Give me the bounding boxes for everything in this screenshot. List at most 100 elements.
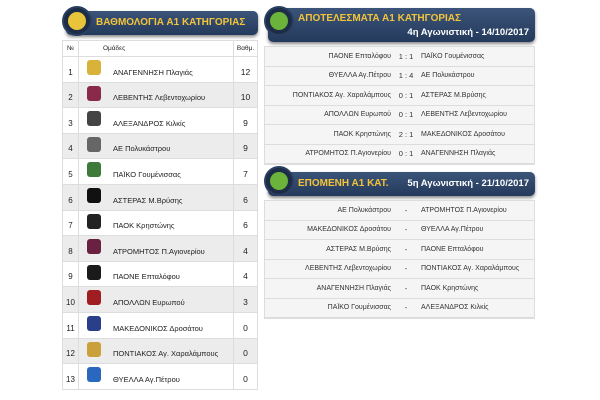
- team-name[interactable]: ΠΟΝΤΙΑΚΟΣ Αγ. Χαραλάμπους: [113, 349, 219, 359]
- team-name[interactable]: ΜΑΚΕΔΟΝΙΚΟΣ Δροσάτου: [113, 323, 203, 333]
- standings-header: ΒΑΘΜΟΛΟΓΙΑ Α1 ΚΑΤΗΓΟΡΙΑΣ: [66, 11, 258, 35]
- score: 0 : 1: [398, 90, 414, 100]
- team-logo-icon: [87, 341, 101, 357]
- team-logo-icon: [87, 213, 101, 229]
- team-name[interactable]: ΠΑΪΚΟ Γουμένισσας: [113, 169, 181, 179]
- team-name[interactable]: ΠΑΟΝΕ Επταλόφου: [113, 272, 180, 282]
- table-row: 11 ΜΑΚΕΔΟΝΙΚΟΣ Δροσάτου 0: [62, 311, 258, 339]
- table-row: 3 ΑΛΕΞΑΝΔΡΟΣ Κιλκίς 9: [62, 107, 258, 134]
- points: 0: [233, 311, 258, 339]
- next-title: ΕΠΟΜΕΝΗ Α1 ΚΑΤ.: [298, 178, 389, 189]
- team-cell: ΠΑΪΚΟ Γουμένισσας: [78, 158, 234, 185]
- position: 6: [62, 183, 79, 211]
- col-pts: Βαθμ.: [233, 40, 258, 57]
- away-team: ΠΑΟΚ Κρηστώνης: [421, 284, 479, 292]
- team-name[interactable]: ΑΠΟΛΛΩΝ Ευρωπού: [113, 297, 185, 307]
- team-name[interactable]: ΑΕ Πολυκάστρου: [113, 144, 171, 154]
- home-team: ΑΣΤΕΡΑΣ Μ.Βρύσης: [326, 245, 391, 253]
- away-team: ΠΑΟΝΕ Επταλόφου: [421, 245, 484, 253]
- team-name[interactable]: ΑΛΕΞΑΝΔΡΟΣ Κιλκίς: [113, 118, 186, 128]
- score: -: [404, 264, 408, 274]
- team-logo-icon: [87, 85, 101, 101]
- notebook-icon: [264, 166, 294, 196]
- points: 9: [233, 132, 258, 160]
- match-row: ΘΥΕΛΛΑ Αγ.Πέτρου 1 : 4 ΑΕ Πολυκάστρου: [265, 66, 534, 86]
- points: 7: [233, 158, 258, 185]
- match-row: ΜΑΚΕΔΟΝΙΚΟΣ Δροσάτου - ΘΥΕΛΛΑ Αγ.Πέτρου: [265, 220, 534, 240]
- score: -: [404, 244, 408, 254]
- table-row: 2 ΛΕΒΕΝΤΗΣ Λεβεντοχωρίου 10: [62, 81, 258, 109]
- team-name[interactable]: ΑΤΡΟΜΗΤΟΣ Π.Αγιονερίου: [113, 246, 205, 256]
- score: -: [404, 225, 408, 235]
- points: 4: [233, 260, 258, 288]
- match-row: ΑΠΟΛΛΩΝ Ευρωπού 0 : 1 ΛΕΒΕΝΤΗΣ Λεβεντοχωρί…: [265, 105, 534, 125]
- home-team: ΠΑΟΝΕ Επταλόφου: [328, 52, 391, 60]
- team-name[interactable]: ΘΥΕΛΛΑ Αγ.Πέτρου: [113, 374, 180, 384]
- away-team: ΠΟΝΤΙΑΚΟΣ Αγ. Χαραλάμπους: [421, 265, 520, 273]
- match-row: ΠΑΟΝΕ Επταλόφου 1 : 1 ΠΑΪΚΟ Γουμένισσας: [265, 47, 534, 67]
- points: 4: [233, 235, 258, 262]
- team-name[interactable]: ΠΑΟΚ Κρηστώνης: [113, 221, 175, 231]
- away-team: ΠΑΪΚΟ Γουμένισσας: [421, 52, 485, 60]
- home-team: ΠΑΟΚ Κρηστώνης: [333, 130, 391, 138]
- team-logo-icon: [87, 136, 101, 152]
- team-cell: ΠΑΟΝΕ Επταλόφου: [78, 260, 234, 288]
- position: 4: [62, 132, 79, 160]
- results-header: ΑΠΟΤΕΛΕΣΜΑΤΑ Α1 ΚΑΤΗΓΟΡΙΑΣ 4η Αγωνιστική…: [268, 8, 535, 42]
- table-row: 6 ΑΣΤΕΡΑΣ Μ.Βρύσης 6: [62, 183, 258, 211]
- team-name[interactable]: ΑΣΤΕΡΑΣ Μ.Βρύσης: [113, 195, 183, 205]
- position: 3: [62, 107, 79, 134]
- home-team: ΛΕΒΕΝΤΗΣ Λεβεντοχωρίου: [305, 265, 391, 273]
- col-team: Ομάδες: [78, 40, 234, 57]
- points: 12: [233, 56, 258, 83]
- match-row: ΑΤΡΟΜΗΤΟΣ Π.Αγιονερίου 0 : 1 ΑΝΑΓΕΝΝΗΣΗ Πλ…: [265, 144, 534, 164]
- away-team: ΛΕΒΕΝΤΗΣ Λεβεντοχωρίου: [421, 111, 507, 119]
- team-logo-icon: [87, 367, 101, 383]
- position: 2: [62, 81, 79, 109]
- position: 10: [62, 286, 79, 313]
- team-name[interactable]: ΑΝΑΓΕΝΝΗΣΗ Πλαγιάς: [113, 67, 193, 77]
- position: 7: [62, 209, 79, 237]
- away-team: ΑΣΤΕΡΑΣ Μ.Βρύσης: [421, 91, 486, 99]
- team-logo-icon: [87, 111, 101, 127]
- notebook-icon: [62, 6, 92, 36]
- home-team: ΜΑΚΕΔΟΝΙΚΟΣ Δροσάτου: [307, 226, 391, 234]
- team-logo-icon: [87, 290, 101, 306]
- position: 8: [62, 235, 79, 262]
- away-team: ΑΤΡΟΜΗΤΟΣ Π.Αγιονερίου: [421, 206, 507, 214]
- home-team: ΑΠΟΛΛΩΝ Ευρωπού: [324, 111, 391, 119]
- score: 0 : 1: [398, 110, 414, 120]
- table-row: 13 ΘΥΕΛΛΑ Αγ.Πέτρου 0: [62, 363, 258, 390]
- team-name[interactable]: ΛΕΒΕΝΤΗΣ Λεβεντοχωρίου: [113, 93, 206, 103]
- team-logo-icon: [87, 187, 101, 203]
- team-cell: ΠΟΝΤΙΑΚΟΣ Αγ. Χαραλάμπους: [78, 337, 234, 365]
- team-logo-icon: [87, 162, 101, 178]
- table-row: 8 ΑΤΡΟΜΗΤΟΣ Π.Αγιονερίου 4: [62, 235, 258, 262]
- table-row: 4 ΑΕ Πολυκάστρου 9: [62, 132, 258, 160]
- col-pos: №: [62, 40, 79, 57]
- team-cell: ΠΑΟΚ Κρηστώνης: [78, 209, 234, 237]
- team-logo-icon: [87, 264, 101, 280]
- away-team: ΑΛΕΞΑΝΔΡΟΣ Κιλκίς: [421, 304, 489, 312]
- table-row: 1 ΑΝΑΓΕΝΝΗΣΗ Πλαγιάς 12: [62, 56, 258, 83]
- home-team: ΑΤΡΟΜΗΤΟΣ Π.Αγιονερίου: [305, 150, 391, 158]
- position: 11: [62, 311, 79, 339]
- team-cell: ΑΠΟΛΛΩΝ Ευρωπού: [78, 286, 234, 313]
- match-row: ΑΣΤΕΡΑΣ Μ.Βρύσης - ΠΑΟΝΕ Επταλόφου: [265, 240, 534, 260]
- score: 1 : 4: [398, 71, 414, 81]
- away-team: ΑΝΑΓΕΝΝΗΣΗ Πλαγιάς: [421, 150, 496, 158]
- team-cell: ΛΕΒΕΝΤΗΣ Λεβεντοχωρίου: [78, 81, 234, 109]
- team-cell: ΘΥΕΛΛΑ Αγ.Πέτρου: [78, 363, 234, 390]
- position: 9: [62, 260, 79, 288]
- home-team: ΠΟΝΤΙΑΚΟΣ Αγ. Χαραλάμπους: [292, 91, 391, 99]
- home-team: ΘΥΕΛΛΑ Αγ.Πέτρου: [328, 72, 391, 80]
- standings-table: № Ομάδες Βαθμ. 1 ΑΝΑΓΕΝΝΗΣΗ Πλαγιάς 12 2 …: [62, 40, 258, 390]
- match-row: ΠΑΪΚΟ Γουμένισσας - ΑΛΕΞΑΝΔΡΟΣ Κιλκίς: [265, 298, 534, 318]
- team-cell: ΑΣΤΕΡΑΣ Μ.Βρύσης: [78, 183, 234, 211]
- table-row: 9 ΠΑΟΝΕ Επταλόφου 4: [62, 260, 258, 288]
- match-row: ΠΟΝΤΙΑΚΟΣ Αγ. Χαραλάμπους 0 : 1 ΑΣΤΕΡΑΣ Μ.…: [265, 86, 534, 106]
- score: -: [404, 303, 408, 313]
- away-team: ΑΕ Πολυκάστρου: [421, 72, 475, 80]
- points: 0: [233, 363, 258, 390]
- position: 13: [62, 363, 79, 390]
